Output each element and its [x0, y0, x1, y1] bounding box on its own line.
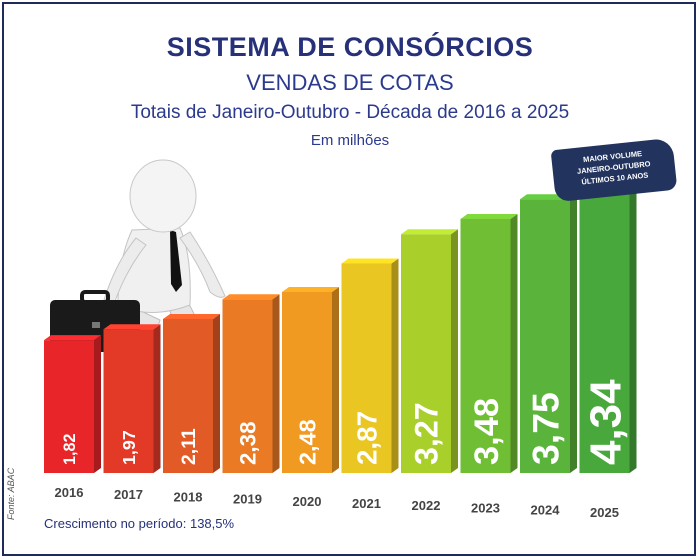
- bar-2018: [163, 318, 213, 473]
- bar-value-label: 2,48: [294, 419, 320, 465]
- bar-top: [44, 335, 101, 341]
- bar-value-label: 1,82: [61, 433, 79, 465]
- bar-2023: [460, 218, 511, 473]
- bar-side: [153, 324, 161, 473]
- x-tick-label: 2016: [55, 485, 84, 500]
- x-tick-label: 2020: [293, 494, 322, 509]
- bar-2024: [520, 199, 570, 473]
- x-tick-label: 2024: [531, 503, 561, 518]
- bar-2017: [103, 329, 154, 473]
- x-tick-label: 2018: [174, 489, 203, 504]
- chart-title: SISTEMA DE CONSÓRCIOS: [166, 32, 534, 62]
- bar-side: [629, 151, 637, 473]
- bar-2016: [44, 340, 94, 473]
- bar-top: [282, 286, 339, 292]
- bar-side: [391, 258, 399, 473]
- bar-value-label: 2,38: [236, 421, 261, 465]
- bar-side: [510, 213, 518, 473]
- x-tick-label: 2022: [412, 498, 441, 513]
- x-tick-label: 2023: [471, 500, 500, 515]
- bar-2025: [579, 156, 630, 473]
- bar-side: [451, 229, 458, 473]
- bar-side: [570, 194, 577, 473]
- x-tick-label: 2017: [114, 487, 143, 502]
- chart-subtitle: VENDAS DE COTAS: [246, 70, 454, 95]
- bar-2022: [401, 234, 451, 473]
- bar-top: [163, 313, 220, 319]
- bar-value-label: 4,34: [581, 379, 630, 465]
- bar-2020: [282, 291, 332, 473]
- x-tick-label: 2025: [590, 505, 619, 520]
- bar-2019: [222, 299, 273, 473]
- bar-side: [94, 335, 101, 473]
- bar-2021: [341, 263, 392, 473]
- source-note: Fonte: ABAC: [6, 467, 16, 520]
- bar-value-label: 1,97: [119, 430, 139, 465]
- chart-unit: Em milhões: [310, 132, 390, 149]
- bar-value-label: 2,11: [178, 428, 200, 465]
- bar-value-label: 3,75: [524, 392, 566, 465]
- bar-top: [401, 229, 458, 235]
- x-tick-label: 2021: [352, 496, 381, 511]
- bar-value-label: 2,87: [351, 411, 382, 465]
- bar-side: [272, 294, 280, 473]
- bar-side: [332, 286, 339, 473]
- bar-value-label: 3,48: [468, 398, 506, 465]
- growth-note: Crescimento no período: 138,5%: [44, 516, 235, 531]
- bar-top: [341, 258, 399, 264]
- bar-top: [103, 324, 161, 330]
- bar-top: [222, 294, 280, 300]
- x-tick-label: 2019: [233, 492, 262, 507]
- bar-top: [460, 213, 518, 219]
- bar-value-label: 3,27: [409, 402, 445, 465]
- chart-period: Totais de Janeiro-Outubro - Década de 20…: [130, 102, 570, 123]
- bar-side: [213, 313, 220, 473]
